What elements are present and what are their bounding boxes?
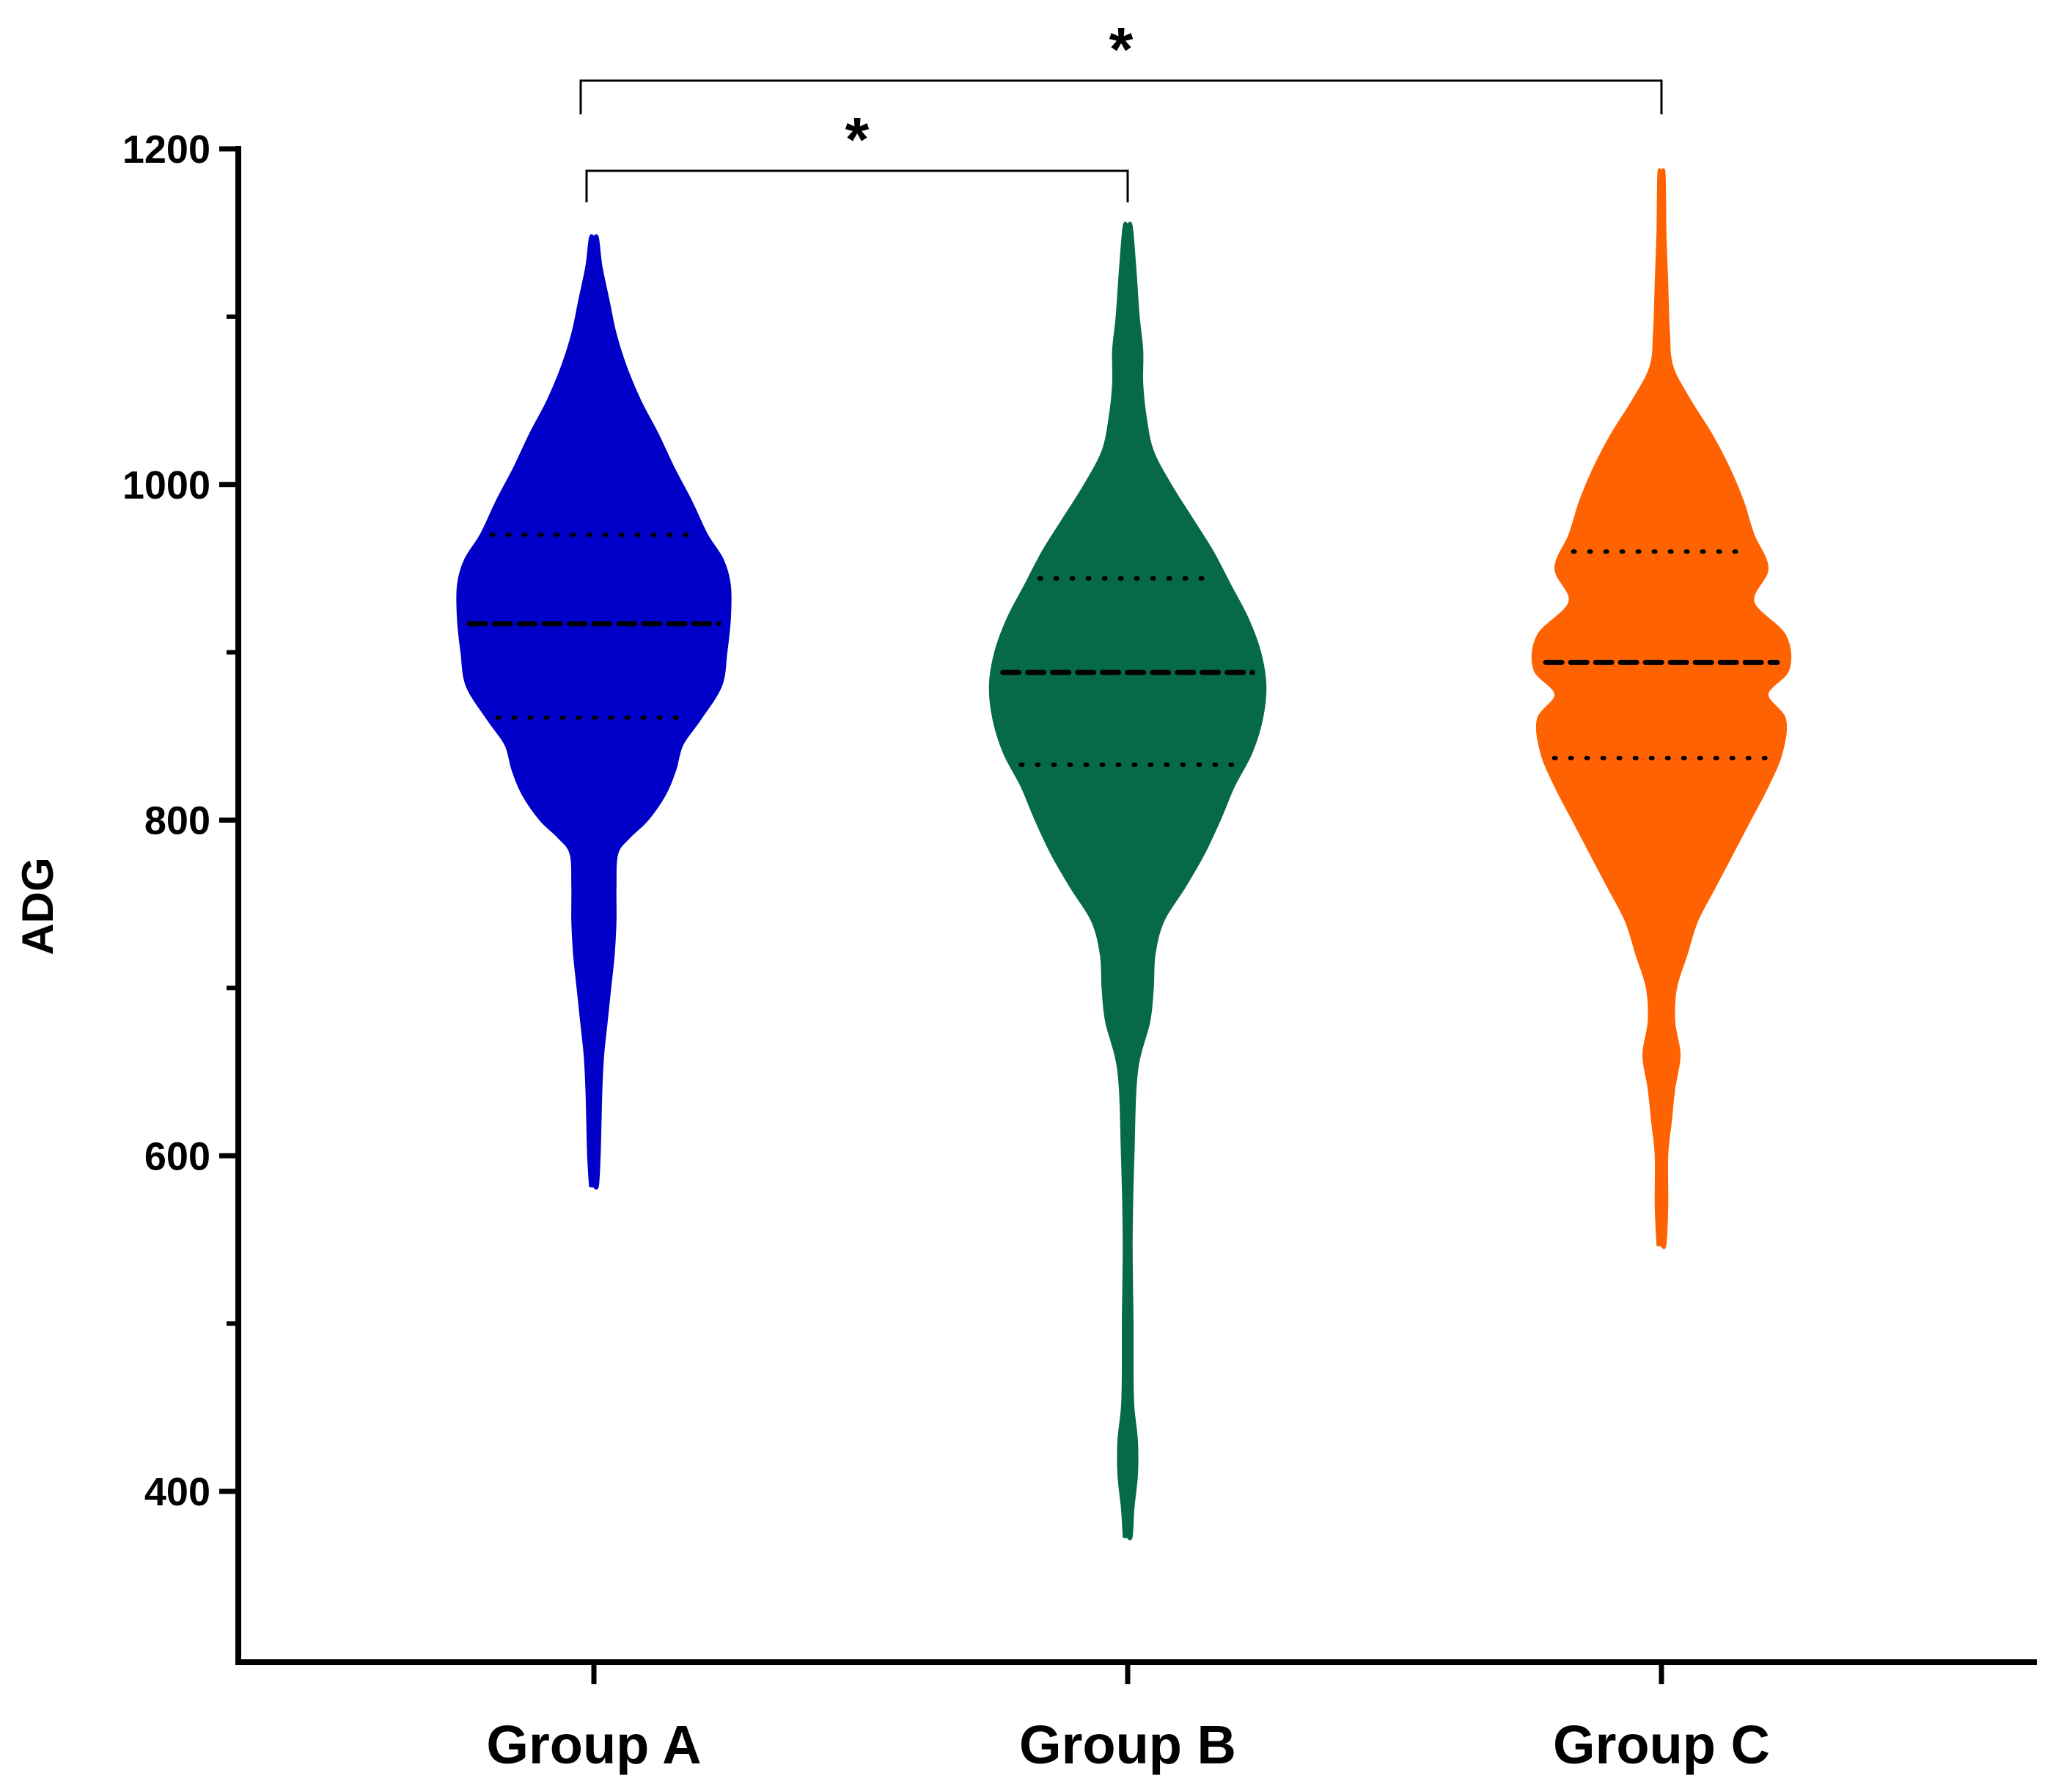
x-tick-label-group-c: Group C	[1553, 1714, 1770, 1775]
y-tick-label-600: 600	[144, 1134, 210, 1178]
violin-group-b	[988, 221, 1267, 1541]
violin-group-a	[456, 234, 732, 1190]
x-tick-label-group-b: Group B	[1019, 1714, 1236, 1775]
x-tick-label-group-a: Group A	[486, 1714, 701, 1775]
y-tick-label-800: 800	[144, 799, 210, 843]
significance-annotations: **	[579, 15, 1663, 202]
y-tick-label-1000: 1000	[122, 463, 210, 507]
y-tick-label-1200: 1200	[122, 128, 210, 172]
significance-bracket-2	[579, 79, 1663, 114]
y-tick-label-400: 400	[144, 1470, 210, 1514]
significance-bracket-1	[585, 169, 1129, 202]
quartile-lines-layer	[466, 532, 1780, 767]
significance-label-1: *	[845, 105, 870, 174]
axes-layer: 400 600 800 1000 1200 Group A Group B Group C	[122, 128, 2037, 1775]
violin-group-c	[1531, 168, 1792, 1249]
significance-label-2: *	[1109, 15, 1134, 84]
violins-layer	[456, 168, 1792, 1541]
y-axis-title: ADG	[13, 857, 62, 955]
